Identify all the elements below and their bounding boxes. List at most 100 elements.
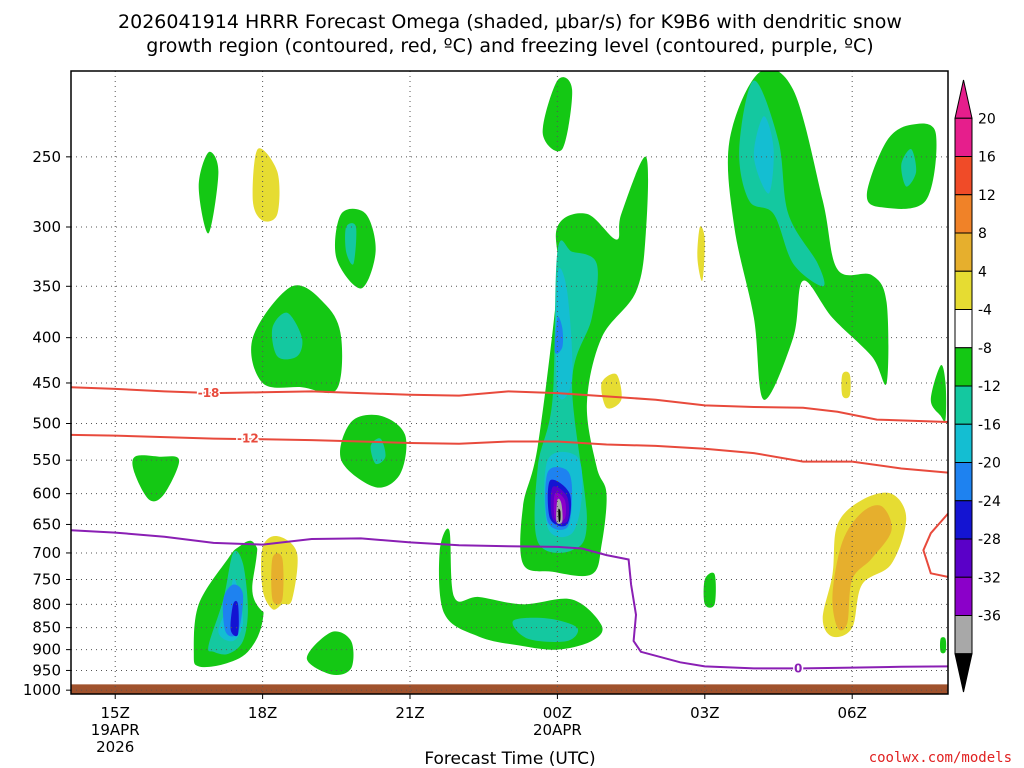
y-tick-label: 450 [32, 374, 61, 392]
omega-region-19 [555, 268, 573, 400]
x-tick-label: 18Z [248, 704, 277, 722]
contour-layer: -18 -12 0 [71, 385, 948, 677]
colorbar-segment [954, 194, 973, 234]
omega-region-4 [198, 151, 219, 234]
x-axis-label: Forecast Time (UTC) [424, 749, 595, 768]
colorbar-label: 20 [978, 111, 996, 127]
contour-label-3: 0 [794, 661, 802, 675]
x-tick-label: 19APR [91, 721, 140, 739]
y-tick-label: 500 [32, 415, 61, 433]
x-tick-label: 21Z [395, 704, 424, 722]
omega-region-33 [438, 528, 603, 650]
colorbar-segment [954, 270, 973, 310]
colorbar-segment [954, 309, 973, 349]
colorbar: 20 16 12 8 4 -4 -8 -12 -16 -20 -24 -28 -32 -36 [954, 79, 1001, 693]
grid-layer [71, 71, 948, 694]
omega-region-21 [554, 316, 564, 354]
omega-region-9 [542, 77, 573, 152]
colorbar-label: 4 [978, 264, 987, 280]
colorbar-over-triangle [954, 79, 973, 119]
y-tick-label: 650 [32, 515, 61, 533]
omega-region-3 [339, 327, 380, 376]
y-tick-label: 550 [32, 451, 61, 469]
omega-region-6 [345, 223, 357, 265]
contour-line-2 [922, 512, 948, 578]
omega-region-8 [271, 312, 303, 360]
omega-region-31 [625, 486, 681, 568]
colorbar-segment [954, 232, 973, 272]
colorbar-label: 12 [978, 188, 996, 204]
colorbar-label: -32 [978, 570, 1001, 586]
y-tick-label: 800 [32, 595, 61, 613]
y-tick-label: 700 [32, 544, 61, 562]
omega-region-53 [841, 371, 851, 399]
colorbar-segment [954, 500, 973, 540]
chart-title-line-1: 2026041914 HRRR Forecast Omega (shaded, … [118, 11, 902, 33]
x-tick-label: 00Z [543, 704, 572, 722]
colorbar-segment [954, 347, 973, 387]
omega-region-50 [634, 589, 711, 660]
colorbar-under-triangle [954, 653, 973, 693]
colorbar-segment [954, 385, 973, 425]
y-tick-label: 600 [32, 485, 61, 503]
omega-region-51 [646, 666, 715, 678]
y-axis-ticks: 250 300 350 400 450 500 550 600 650 700 750 800 850 9… [23, 148, 71, 699]
colorbar-segment [954, 576, 973, 616]
colorbar-label: -20 [978, 456, 1001, 472]
contour-line-1 [71, 433, 948, 474]
omega-region-12 [753, 116, 774, 194]
colorbar-label: -8 [978, 341, 992, 357]
contour-label-0: -18 [198, 386, 220, 400]
y-tick-label: 250 [32, 148, 61, 166]
omega-region-27 [558, 508, 561, 523]
omega-region-47 [149, 628, 156, 662]
colorbar-segment [954, 538, 973, 578]
colorbar-segment [954, 156, 973, 196]
colorbar-segment [954, 462, 973, 502]
omega-region-29 [601, 373, 622, 409]
terrain-layer [71, 684, 948, 694]
omega-region-30 [452, 477, 518, 534]
colorbar-label: -16 [978, 417, 1001, 433]
x-tick-label: 03Z [690, 704, 719, 722]
colorbar-label: -4 [978, 303, 992, 319]
y-tick-label: 350 [32, 277, 61, 295]
colorbar-label: -28 [978, 532, 1001, 548]
omega-shading-layer [132, 71, 948, 679]
x-tick-label: 15Z [101, 704, 130, 722]
x-tick-label: 06Z [838, 704, 867, 722]
colorbar-segment [954, 615, 973, 655]
y-tick-label: 950 [32, 661, 61, 679]
omega-region-49 [703, 572, 716, 608]
contour-line-3 [71, 529, 948, 670]
colorbar-label: -24 [978, 494, 1001, 510]
omega-region-36 [370, 438, 386, 465]
y-tick-label: 300 [32, 218, 61, 236]
omega-region-57 [940, 637, 947, 654]
omega-region-1 [252, 148, 280, 222]
omega-region-55 [832, 505, 892, 631]
y-tick-label: 850 [32, 619, 61, 637]
y-tick-label: 400 [32, 329, 61, 347]
colorbar-segment [954, 423, 973, 463]
omega-region-37 [132, 455, 180, 502]
omega-region-2 [368, 71, 422, 117]
colorbar-label: 8 [978, 226, 987, 242]
omega-region-45 [271, 553, 284, 605]
credit-text: coolwx.com/models [869, 750, 1012, 766]
colorbar-label: -36 [978, 609, 1001, 625]
omega-region-34 [512, 617, 579, 643]
omega-region-59 [940, 128, 947, 177]
omega-region-48 [399, 636, 406, 679]
contour-line-0 [71, 386, 948, 423]
y-tick-label: 750 [32, 570, 61, 588]
colorbar-label: 16 [978, 150, 996, 166]
x-tick-label: 2026 [96, 738, 134, 756]
y-tick-label: 900 [32, 641, 61, 659]
omega-region-14 [901, 148, 917, 187]
omega-region-16 [697, 226, 705, 282]
terrain-band [71, 684, 948, 694]
omega-region-58 [905, 314, 912, 351]
